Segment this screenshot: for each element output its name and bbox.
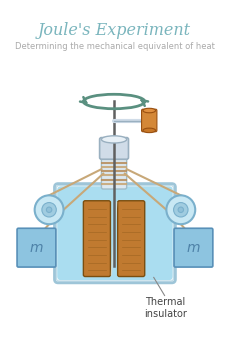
FancyBboxPatch shape [118,201,145,276]
FancyBboxPatch shape [57,186,173,280]
FancyBboxPatch shape [83,201,110,276]
Ellipse shape [143,128,155,132]
Ellipse shape [174,203,188,217]
Ellipse shape [178,207,183,212]
FancyBboxPatch shape [101,156,127,189]
Text: m: m [187,241,200,255]
Text: m: m [30,241,43,255]
Ellipse shape [166,195,195,224]
Text: Joule's Experiment: Joule's Experiment [38,22,191,39]
Ellipse shape [42,203,56,217]
FancyBboxPatch shape [174,228,213,267]
Ellipse shape [35,195,63,224]
FancyBboxPatch shape [142,109,157,132]
FancyBboxPatch shape [100,138,128,159]
Ellipse shape [101,136,127,143]
FancyBboxPatch shape [17,228,56,267]
Ellipse shape [143,108,155,113]
Text: Thermal
insulator: Thermal insulator [144,297,187,319]
Ellipse shape [46,207,52,212]
Text: Determining the mechanical equivalent of heat: Determining the mechanical equivalent of… [15,42,214,51]
